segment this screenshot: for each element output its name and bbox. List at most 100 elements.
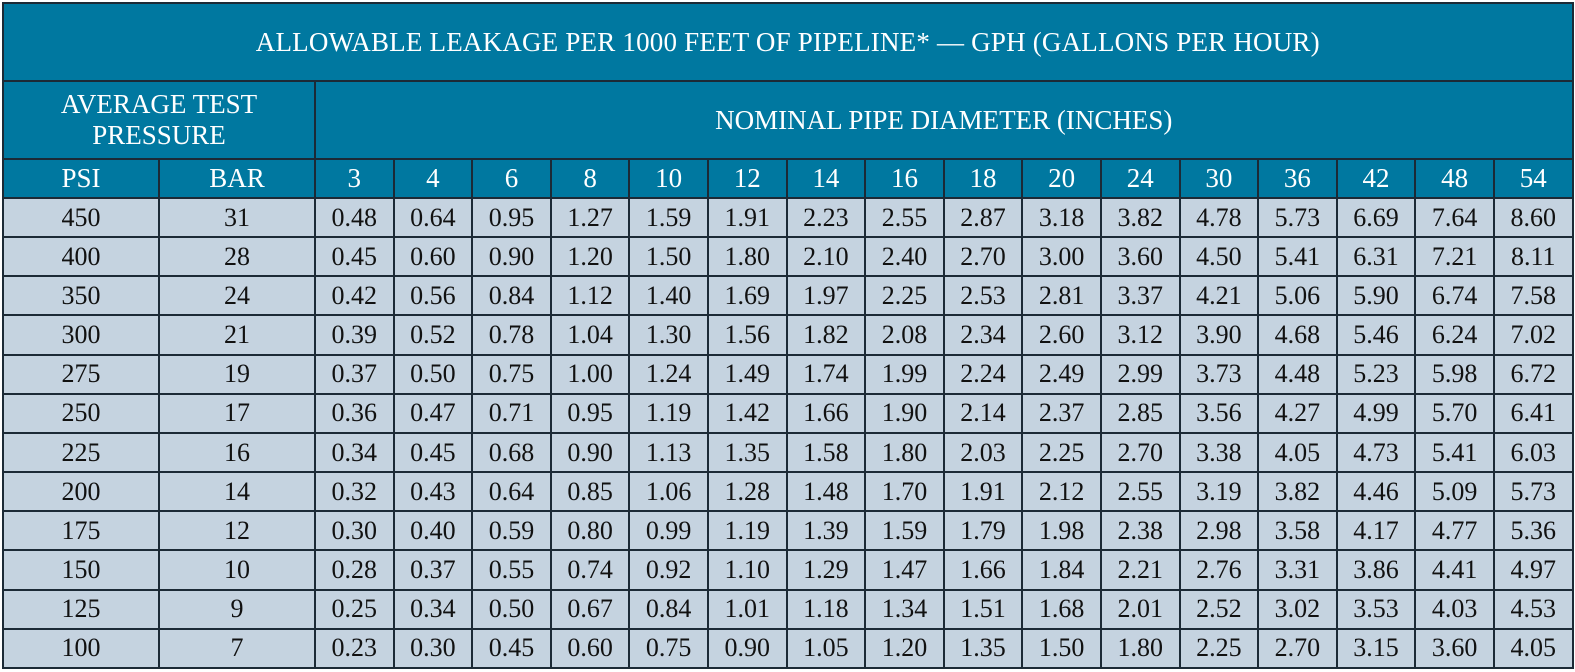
psi-cell: 275: [2, 353, 160, 395]
leakage-value-cell: 1.13: [628, 431, 709, 474]
leakage-value-cell: 5.73: [1257, 196, 1338, 239]
leakage-value-cell: 2.70: [942, 236, 1024, 278]
leakage-value-cell: 1.10: [706, 549, 788, 591]
diameter-column-header: 16: [864, 158, 945, 199]
leakage-value-cell: 4.41: [1414, 549, 1495, 591]
leakage-value-cell: 0.55: [471, 549, 552, 591]
leakage-value-cell: 0.59: [471, 510, 552, 552]
leakage-value-cell: 4.68: [1257, 314, 1338, 356]
diameter-column-header: 42: [1335, 158, 1417, 199]
leakage-value-cell: 0.40: [392, 510, 474, 552]
leakage-value-cell: 1.39: [785, 510, 867, 552]
leakage-value-cell: 1.42: [706, 392, 788, 434]
leakage-value-cell: 0.32: [314, 471, 395, 513]
psi-cell: 400: [2, 236, 160, 278]
leakage-value-cell: 8.11: [1492, 236, 1574, 278]
leakage-value-cell: 3.60: [1414, 627, 1495, 670]
leakage-value-cell: 0.75: [628, 627, 709, 670]
leakage-value-cell: 0.78: [471, 314, 552, 356]
bar-cell: 28: [158, 236, 316, 278]
leakage-value-cell: 0.30: [392, 627, 474, 670]
leakage-value-cell: 4.78: [1178, 196, 1260, 239]
bar-cell: 16: [158, 431, 316, 474]
leakage-value-cell: 1.20: [864, 627, 945, 670]
diameter-column-header: 30: [1178, 158, 1260, 199]
leakage-value-cell: 0.67: [549, 588, 631, 630]
diameter-column-header: 20: [1021, 158, 1102, 199]
bar-cell: 7: [158, 627, 316, 670]
leakage-value-cell: 1.05: [785, 627, 867, 670]
leakage-value-cell: 0.80: [549, 510, 631, 552]
leakage-value-cell: 5.98: [1414, 353, 1495, 395]
leakage-value-cell: 5.46: [1335, 314, 1417, 356]
diameter-column-header: 8: [549, 158, 631, 199]
leakage-value-cell: 0.25: [314, 588, 395, 630]
leakage-value-cell: 1.00: [549, 353, 631, 395]
leakage-value-cell: 8.60: [1492, 196, 1574, 239]
diameter-column-header: 48: [1414, 158, 1495, 199]
leakage-value-cell: 2.70: [1257, 627, 1338, 670]
leakage-value-cell: 0.56: [392, 275, 474, 317]
leakage-value-cell: 2.85: [1099, 392, 1181, 434]
leakage-value-cell: 0.23: [314, 627, 395, 670]
leakage-value-cell: 0.43: [392, 471, 474, 513]
leakage-value-cell: 5.41: [1257, 236, 1338, 278]
leakage-value-cell: 0.37: [314, 353, 395, 395]
leakage-value-cell: 1.74: [785, 353, 867, 395]
leakage-value-cell: 6.72: [1492, 353, 1574, 395]
diameter-column-header: 14: [785, 158, 867, 199]
leakage-value-cell: 1.79: [942, 510, 1024, 552]
leakage-value-cell: 2.12: [1021, 471, 1102, 513]
leakage-value-cell: 0.50: [392, 353, 474, 395]
leakage-value-cell: 1.68: [1021, 588, 1102, 630]
leakage-value-cell: 5.41: [1414, 431, 1495, 474]
table-row: 275 19 0.37 0.50 0.75 1.00 1.24 1.49 1.74 1.99 2.2…: [2, 353, 1574, 395]
leakage-value-cell: 5.90: [1335, 275, 1417, 317]
leakage-value-cell: 0.68: [471, 431, 552, 474]
leakage-value-cell: 1.59: [864, 510, 945, 552]
leakage-value-cell: 1.06: [628, 471, 709, 513]
leakage-value-cell: 1.99: [864, 353, 945, 395]
leakage-value-cell: 6.31: [1335, 236, 1417, 278]
leakage-value-cell: 1.34: [864, 588, 945, 630]
table-row: 350 24 0.42 0.56 0.84 1.12 1.40 1.69 1.97 2.25 2.5…: [2, 275, 1574, 317]
table-title: ALLOWABLE LEAKAGE PER 1000 FEET OF PIPEL…: [2, 2, 1574, 82]
leakage-value-cell: 1.28: [706, 471, 788, 513]
diameter-column-header: 10: [628, 158, 709, 199]
leakage-value-cell: 4.17: [1335, 510, 1417, 552]
leakage-value-cell: 6.24: [1414, 314, 1495, 356]
leakage-value-cell: 1.18: [785, 588, 867, 630]
leakage-value-cell: 3.90: [1178, 314, 1260, 356]
table-row: 400 28 0.45 0.60 0.90 1.20 1.50 1.80 2.10 2.40 2.7…: [2, 236, 1574, 278]
leakage-value-cell: 0.50: [471, 588, 552, 630]
leakage-value-cell: 3.38: [1178, 431, 1260, 474]
leakage-value-cell: 0.47: [392, 392, 474, 434]
leakage-value-cell: 2.25: [1178, 627, 1260, 670]
leakage-value-cell: 0.42: [314, 275, 395, 317]
leakage-value-cell: 1.50: [1021, 627, 1102, 670]
leakage-value-cell: 1.35: [942, 627, 1024, 670]
leakage-value-cell: 2.24: [942, 353, 1024, 395]
leakage-value-cell: 2.23: [785, 196, 867, 239]
table-row: 175 12 0.30 0.40 0.59 0.80 0.99 1.19 1.39 1.59 1.7…: [2, 510, 1574, 552]
leakage-value-cell: 5.06: [1257, 275, 1338, 317]
leakage-value-cell: 5.36: [1492, 510, 1574, 552]
psi-cell: 250: [2, 392, 160, 434]
leakage-value-cell: 0.84: [628, 588, 709, 630]
leakage-value-cell: 4.27: [1257, 392, 1338, 434]
leakage-value-cell: 1.19: [706, 510, 788, 552]
leakage-value-cell: 2.25: [1021, 431, 1102, 474]
leakage-value-cell: 4.77: [1414, 510, 1495, 552]
diameter-column-header: 6: [471, 158, 552, 199]
psi-cell: 100: [2, 627, 160, 670]
leakage-value-cell: 2.53: [942, 275, 1024, 317]
bar-cell: 14: [158, 471, 316, 513]
table-row: 125 9 0.25 0.34 0.50 0.67 0.84 1.01 1.18 1.34 1.51…: [2, 588, 1574, 630]
leakage-value-cell: 1.40: [628, 275, 709, 317]
leakage-value-cell: 4.03: [1414, 588, 1495, 630]
leakage-value-cell: 2.55: [864, 196, 945, 239]
leakage-value-cell: 7.58: [1492, 275, 1574, 317]
bar-cell: 19: [158, 353, 316, 395]
leakage-value-cell: 1.66: [785, 392, 867, 434]
leakage-value-cell: 3.37: [1099, 275, 1181, 317]
